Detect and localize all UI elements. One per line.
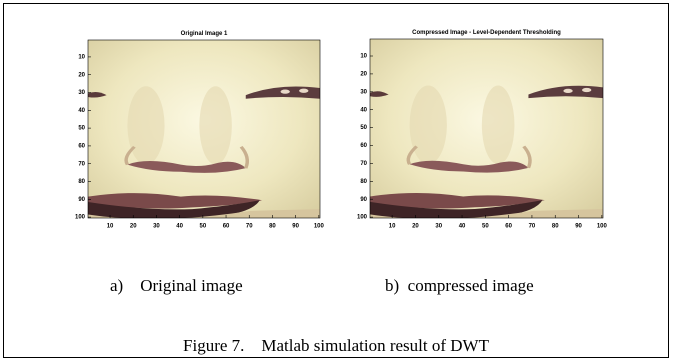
x-tick-label: 20 bbox=[412, 224, 419, 230]
panel-title: Original Image 1 bbox=[181, 31, 228, 37]
x-tick-label: 10 bbox=[107, 224, 114, 230]
y-tick-label: 20 bbox=[78, 72, 85, 78]
x-tick-label: 60 bbox=[223, 224, 230, 230]
x-tick-label: 80 bbox=[552, 224, 559, 230]
x-tick-label: 70 bbox=[246, 224, 253, 230]
x-tick-label: 80 bbox=[269, 224, 276, 230]
y-tick-label: 80 bbox=[360, 179, 367, 185]
image bbox=[370, 39, 603, 219]
y-tick-label: 100 bbox=[75, 215, 86, 221]
x-tick-label: 10 bbox=[389, 224, 396, 230]
y-tick-label: 20 bbox=[360, 71, 367, 77]
y-tick-label: 50 bbox=[78, 126, 85, 132]
y-tick-label: 10 bbox=[78, 54, 85, 60]
x-tick-label: 30 bbox=[153, 224, 160, 230]
panel-caption: b) compressed image bbox=[385, 276, 534, 295]
x-tick-label: 60 bbox=[505, 224, 512, 230]
y-tick-label: 100 bbox=[357, 215, 368, 221]
x-tick-label: 40 bbox=[176, 224, 183, 230]
panel-caption: a) Original image bbox=[110, 276, 243, 295]
y-tick-label: 40 bbox=[360, 107, 367, 113]
y-tick-label: 40 bbox=[78, 108, 85, 114]
y-tick-label: 50 bbox=[360, 125, 367, 131]
figure: Original Image 1 10 20 30 40 50 60 70 80 90 100 10 2… bbox=[0, 0, 673, 362]
y-tick-label: 30 bbox=[78, 90, 85, 96]
y-tick-label: 70 bbox=[78, 161, 85, 167]
y-tick-label: 10 bbox=[360, 54, 367, 60]
image bbox=[88, 40, 320, 219]
x-tick-label: 90 bbox=[292, 224, 299, 230]
y-tick-label: 30 bbox=[360, 89, 367, 95]
x-tick-label: 40 bbox=[459, 224, 466, 230]
y-tick-label: 80 bbox=[78, 179, 85, 185]
x-tick-label: 30 bbox=[435, 224, 442, 230]
panel-title: Compressed Image - Level-Dependent Thres… bbox=[412, 30, 561, 36]
y-tick-label: 70 bbox=[360, 161, 367, 167]
x-tick-label: 100 bbox=[314, 224, 325, 230]
x-tick-label: 20 bbox=[130, 224, 137, 230]
x-tick-label: 50 bbox=[199, 224, 206, 230]
x-tick-label: 50 bbox=[482, 224, 489, 230]
y-tick-label: 90 bbox=[360, 197, 367, 203]
x-tick-label: 70 bbox=[529, 224, 536, 230]
y-tick-label: 60 bbox=[360, 143, 367, 149]
panels: Original Image 1 10 20 30 40 50 60 70 80 90 100 10 2… bbox=[75, 30, 608, 295]
x-tick-label: 90 bbox=[575, 224, 582, 230]
y-tick-label: 60 bbox=[78, 143, 85, 149]
y-tick-label: 90 bbox=[78, 197, 85, 203]
x-tick-label: 100 bbox=[597, 224, 608, 230]
figure-caption: Figure 7. Matlab simulation result of DW… bbox=[183, 336, 490, 355]
